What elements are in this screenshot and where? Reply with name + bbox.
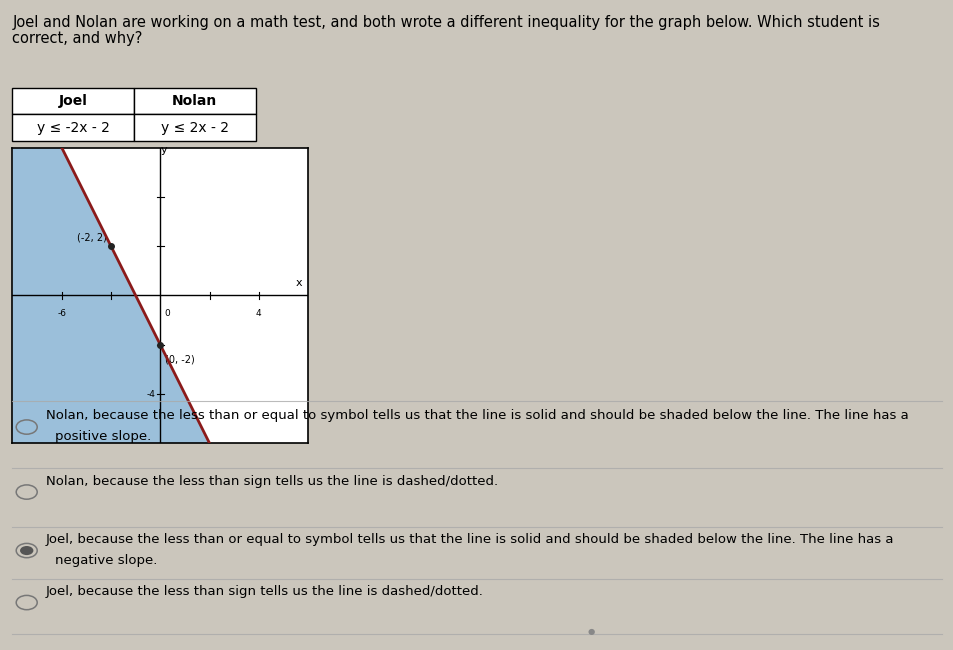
Text: Nolan, because the less than or equal to symbol tells us that the line is solid : Nolan, because the less than or equal to… [46,410,907,422]
Text: positive slope.: positive slope. [55,430,152,443]
Text: correct, and why?: correct, and why? [12,31,143,46]
Text: y: y [160,145,167,155]
Text: (0, -2): (0, -2) [165,354,194,365]
Text: negative slope.: negative slope. [55,554,157,567]
Text: ●: ● [587,627,595,636]
Text: x: x [295,278,302,288]
Text: Joel, because the less than sign tells us the line is dashed/dotted.: Joel, because the less than sign tells u… [46,585,483,598]
Text: (-2, 2): (-2, 2) [77,233,107,242]
Text: Nolan, because the less than sign tells us the line is dashed/dotted.: Nolan, because the less than sign tells … [46,474,497,488]
Text: Joel, because the less than or equal to symbol tells us that the line is solid a: Joel, because the less than or equal to … [46,533,893,546]
Text: 0: 0 [164,309,170,318]
Text: -6: -6 [57,309,66,318]
Polygon shape [12,148,308,443]
Text: -4: -4 [147,389,155,398]
Text: 4: 4 [255,309,261,318]
Text: Joel and Nolan are working on a math test, and both wrote a different inequality: Joel and Nolan are working on a math tes… [12,15,880,30]
